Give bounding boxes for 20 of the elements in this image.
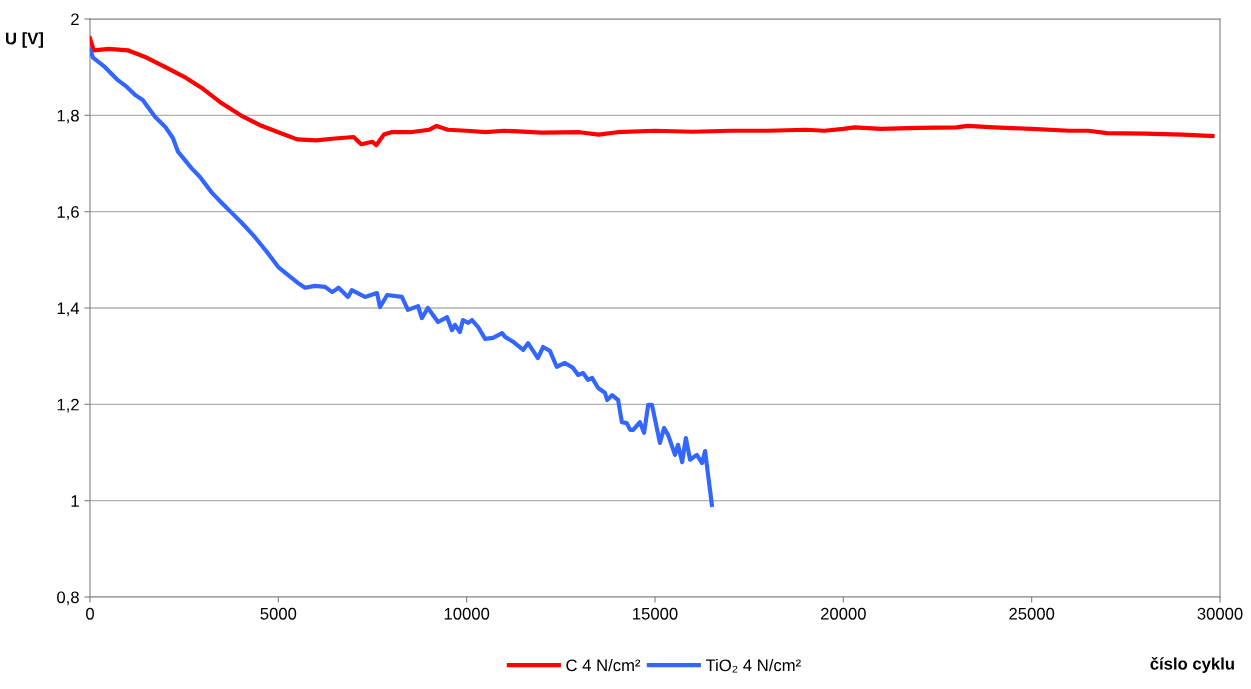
x-tick-label: 20000 bbox=[821, 607, 866, 620]
line-series bbox=[90, 47, 714, 508]
x-tick-label: 30000 bbox=[1197, 607, 1243, 620]
line-series bbox=[90, 36, 1215, 148]
y-tick-label: 0,8 bbox=[57, 591, 79, 606]
y-tick-label: 1 bbox=[71, 495, 79, 507]
legend-label: C 4 N/cm² bbox=[566, 658, 641, 672]
x-tick-label: 25000 bbox=[1009, 607, 1055, 620]
x-tick-label: 10000 bbox=[444, 607, 490, 620]
x-tick-label: 5000 bbox=[260, 607, 297, 620]
x-tick-label: 0 bbox=[86, 607, 94, 620]
y-tick-label: 1,6 bbox=[57, 206, 79, 220]
y-tick-label: 2 bbox=[71, 13, 79, 26]
y-tick-label: 1,2 bbox=[57, 398, 79, 413]
y-tick-label: 1,4 bbox=[57, 302, 80, 317]
x-axis-title: číslo cyklu bbox=[1150, 657, 1234, 673]
legend-label: TiO₂ 4 N/cm² bbox=[705, 658, 801, 673]
y-axis-title: U [V] bbox=[6, 32, 43, 48]
y-tick-label: 1,8 bbox=[57, 109, 79, 124]
x-tick-label: 15000 bbox=[633, 607, 678, 620]
